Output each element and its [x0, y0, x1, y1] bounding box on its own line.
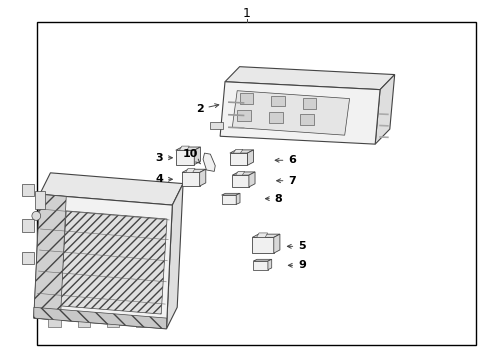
Polygon shape — [182, 172, 199, 186]
Polygon shape — [203, 153, 215, 171]
Polygon shape — [232, 172, 255, 175]
Text: 1: 1 — [243, 7, 250, 20]
Text: 9: 9 — [288, 260, 305, 270]
Polygon shape — [253, 259, 271, 261]
Polygon shape — [175, 150, 194, 165]
Bar — [21, 220, 34, 232]
Polygon shape — [224, 67, 394, 90]
Polygon shape — [35, 191, 44, 209]
Polygon shape — [252, 237, 273, 253]
Polygon shape — [256, 233, 267, 237]
Polygon shape — [273, 234, 279, 253]
Polygon shape — [199, 169, 205, 186]
Polygon shape — [233, 149, 243, 153]
Polygon shape — [194, 147, 200, 165]
Polygon shape — [179, 146, 189, 150]
Polygon shape — [237, 110, 250, 121]
Polygon shape — [236, 193, 240, 204]
Polygon shape — [220, 82, 379, 144]
Bar — [21, 184, 34, 196]
Text: 5: 5 — [287, 241, 305, 251]
Text: 7: 7 — [276, 176, 296, 186]
Polygon shape — [232, 175, 248, 187]
Text: 2: 2 — [195, 104, 218, 114]
Text: 8: 8 — [265, 194, 282, 204]
Polygon shape — [34, 194, 66, 320]
Polygon shape — [185, 168, 195, 172]
Bar — [78, 317, 90, 327]
Polygon shape — [232, 91, 349, 135]
Polygon shape — [34, 194, 172, 329]
Bar — [21, 252, 34, 264]
Polygon shape — [268, 112, 282, 123]
Polygon shape — [253, 261, 267, 270]
Bar — [48, 317, 61, 327]
Polygon shape — [235, 171, 244, 175]
Polygon shape — [229, 150, 253, 153]
Bar — [210, 122, 222, 129]
Text: 10: 10 — [182, 149, 200, 164]
Text: 4: 4 — [155, 174, 172, 184]
Polygon shape — [374, 75, 394, 144]
Polygon shape — [270, 96, 284, 106]
Polygon shape — [267, 259, 271, 270]
Polygon shape — [221, 195, 236, 204]
Polygon shape — [239, 93, 253, 104]
Polygon shape — [248, 172, 255, 187]
Polygon shape — [247, 150, 253, 165]
Polygon shape — [252, 234, 279, 237]
Polygon shape — [300, 114, 313, 125]
Polygon shape — [182, 169, 205, 172]
Ellipse shape — [32, 211, 41, 220]
Polygon shape — [302, 98, 316, 109]
Polygon shape — [221, 193, 240, 195]
Polygon shape — [60, 211, 167, 314]
Polygon shape — [166, 184, 183, 329]
Bar — [107, 317, 119, 327]
Bar — [136, 317, 148, 327]
Text: 6: 6 — [275, 155, 296, 165]
Polygon shape — [40, 173, 183, 205]
Polygon shape — [229, 153, 247, 165]
Polygon shape — [34, 307, 166, 329]
Polygon shape — [175, 147, 200, 150]
Text: 3: 3 — [155, 153, 172, 163]
